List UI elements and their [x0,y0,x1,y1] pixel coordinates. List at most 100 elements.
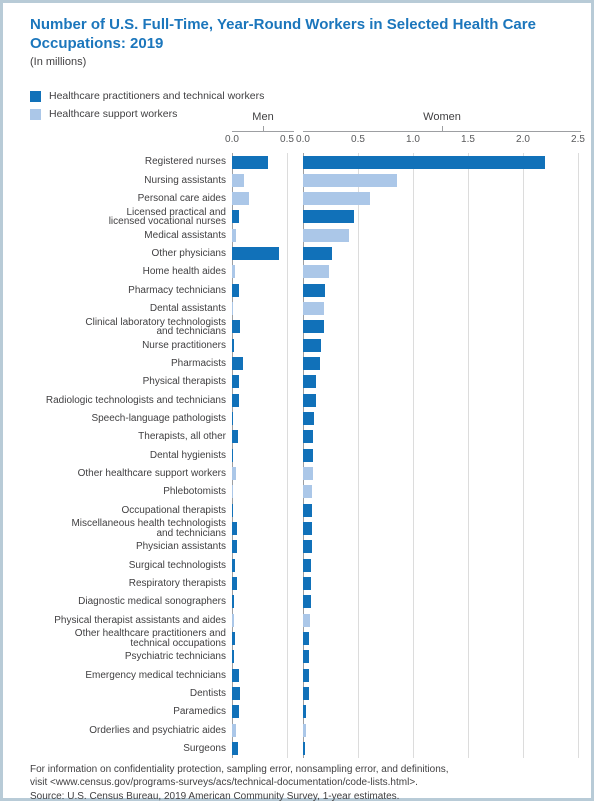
panel-gridline [287,153,288,758]
men-bar [232,467,237,481]
chart-row: Nurse practitioners [30,336,583,354]
men-bar [232,577,237,591]
legend-item-practitioners: Healthcare practitioners and technical w… [30,87,264,105]
row-label: Psychiatric technicians [124,651,226,663]
row-label: Registered nurses [144,156,226,168]
axis-tick-label: 1.0 [406,134,420,145]
men-bar [232,522,237,536]
men-bar [232,357,243,371]
women-bar [303,247,332,261]
row-label: Personal care aides [137,193,226,205]
women-bar [303,192,371,206]
source-line: Source: U.S. Census Bureau, 2019 America… [30,791,400,802]
panel-gridline [523,153,524,758]
men-bar [232,705,240,719]
women-bar [303,265,330,279]
legend: Healthcare practitioners and technical w… [30,87,264,123]
row-label: Physical therapists [142,376,226,388]
chart-row: Pharmacists [30,355,583,373]
chart-row: Physical therapists [30,373,583,391]
chart-row: Orderlies and psychiatric aides [30,721,583,739]
women-bar [303,155,545,169]
chart-row: Physical therapist assistants and aides [30,611,583,629]
women-bar [303,320,324,334]
chart-row: Other healthcare support workers [30,465,583,483]
row-label: Pharmacists [170,358,226,370]
row-label: Radiologic technologists and technicians [45,394,226,406]
row-label: Respiratory therapists [128,577,226,589]
row-label: Pharmacy technicians [128,284,226,296]
chart-row: Respiratory therapists [30,575,583,593]
chart-row: Miscellaneous health technologists and t… [30,519,583,538]
row-label: Physician assistants [135,541,226,553]
women-bar [303,595,312,609]
axis-tick-label: 0.5 [351,134,365,145]
men-bar [232,173,245,187]
row-label: Medical assistants [144,229,226,241]
men-bar [232,448,234,462]
women-bar [303,283,325,297]
row-label: Speech-language pathologists [91,413,226,424]
row-label: Licensed practical and licensed vocation… [108,206,226,228]
axis-tick-label: 0.5 [280,134,294,145]
women-bar [303,173,397,187]
women-bar [303,210,354,224]
row-label: Therapists, all other [138,431,226,443]
row-label: Occupational therapists [121,504,226,516]
men-bar [232,320,241,334]
axis-group-label: Men [252,111,274,123]
chart-row: Occupational therapists [30,501,583,519]
men-bar [232,595,234,609]
women-bar [303,540,312,554]
men-bar [232,155,269,169]
legend-item-support: Healthcare support workers [30,105,264,123]
men-bar [232,668,239,682]
men-bar [232,613,235,627]
men-bar [232,338,235,352]
chart-row: Dental hygienists [30,446,583,464]
women-bar [303,448,313,462]
women-bar [303,558,312,572]
axis-tick-label: 2.0 [516,134,530,145]
panel-gridline [413,153,414,758]
panel-gridline [468,153,469,758]
panel-gridline [358,153,359,758]
footnote: For information on confidentiality prote… [30,764,449,788]
chart-row: Dentists [30,685,583,703]
axis-center-tick [263,126,264,131]
bar-chart: Men 0.0 0.5 Women 0.0 0.5 1.0 1.5 2.0 2.5 Registe… [30,111,585,761]
chart-row: Surgeons [30,740,583,758]
row-label: Dentists [189,687,226,699]
men-bar [232,742,238,755]
chart-row: Registered nurses [30,153,583,171]
women-bar [303,357,320,371]
chart-row: Radiologic technologists and technicians [30,391,583,409]
women-bar [303,302,324,316]
row-label: Other healthcare practitioners and techn… [74,628,226,649]
women-bar [303,705,307,719]
men-bar [232,192,249,206]
axis-group-label: Women [423,111,461,123]
row-label: Phlebotomists [163,486,226,498]
women-bar [303,613,310,627]
plot-area: Registered nurses Nursing assistants Perso… [30,153,583,758]
women-bar [303,742,306,755]
chart-subtitle: (In millions) [30,56,87,68]
chart-row: Medical assistants [30,226,583,244]
chart-row: Phlebotomists [30,483,583,501]
legend-label: Healthcare practitioners and technical w… [49,90,265,102]
women-bar [303,412,314,426]
women-bar [303,430,314,444]
row-label: Dental assistants [149,303,226,315]
men-bar [232,723,237,737]
row-label: Home health aides [142,266,226,278]
women-bar [303,687,309,701]
men-bar [232,485,234,499]
men-bar [232,283,239,297]
row-label: Other physicians [151,248,226,260]
chart-row: Nursing assistants [30,171,583,189]
legend-label: Healthcare support workers [49,108,178,120]
chart-row: Emergency medical technicians [30,666,583,684]
men-bar [232,393,239,407]
